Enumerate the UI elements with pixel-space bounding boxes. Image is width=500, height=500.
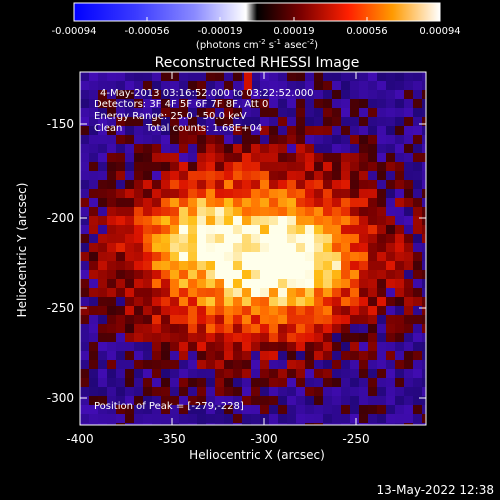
y-tick-label: -300: [47, 391, 74, 405]
axis-ticks: [79, 72, 426, 425]
peak-position-text: Position of Peak = [-279,-228]: [94, 401, 244, 412]
colorbar-units: (photons cm-2 s-1 asec-2): [196, 38, 318, 51]
x-tick-label: -350: [158, 432, 185, 446]
colorbar-tick-label: 0.00056: [346, 26, 387, 37]
y-axis-label: Heliocentric Y (arcsec): [15, 183, 29, 318]
plot-frame: [79, 71, 427, 426]
method-text: Clean: [94, 123, 122, 134]
footer-timestamp: 13-May-2022 12:38: [377, 483, 494, 497]
colorbar-tick-label: -0.00019: [198, 26, 243, 37]
colorbar-gradient: [73, 2, 441, 22]
colorbar-tick-label: -0.00094: [52, 26, 97, 37]
energy-range-text: Energy Range: 25.0 - 50.0 keV: [94, 111, 247, 122]
detectors-text: Detectors: 3F 4F 5F 6F 7F 8F, Att 0: [94, 99, 268, 110]
colorbar-tick-label: 0.00019: [273, 26, 314, 37]
y-tick-label: -150: [47, 117, 74, 131]
time-range-text: 4-May-2013 03:16:52.000 to 03:22:52.000: [100, 88, 313, 99]
colorbar: -0.00094 -0.00056 -0.00019 0.00019 0.000…: [52, 2, 461, 51]
x-axis-label: Heliocentric X (arcsec): [189, 448, 325, 462]
x-tick-label: -400: [66, 432, 93, 446]
plot-title: Reconstructed RHESSI Image: [155, 55, 360, 71]
x-tick-label: -250: [342, 432, 369, 446]
colorbar-ticks: [73, 17, 441, 21]
rhessi-image: [80, 72, 426, 425]
x-tick-label: -300: [250, 432, 277, 446]
colorbar-tick-label: 0.00094: [419, 26, 460, 37]
y-tick-label: -200: [47, 211, 74, 225]
colorbar-tick-label: -0.00056: [125, 26, 170, 37]
y-tick-label: -250: [47, 301, 74, 315]
total-counts-text: Total counts: 1.68E+04: [145, 123, 262, 134]
